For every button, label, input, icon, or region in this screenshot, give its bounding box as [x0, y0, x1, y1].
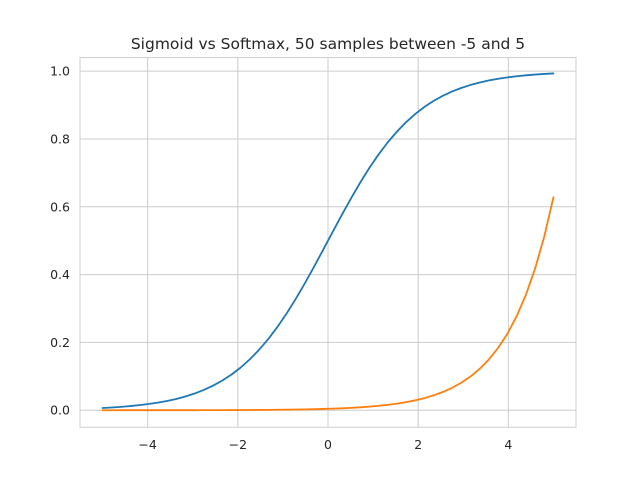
- series-line-1: [101, 72, 555, 409]
- x-tick-label: 2: [414, 437, 422, 452]
- x-tick-label: −2: [229, 437, 247, 452]
- series-line-2: [101, 196, 555, 412]
- x-tick-label: −4: [138, 437, 156, 452]
- y-tick-label: 0.4: [50, 267, 70, 282]
- y-tick-label: 0.2: [50, 335, 70, 350]
- series-layer: [101, 72, 555, 412]
- x-tick-label: 0: [324, 437, 332, 452]
- y-tick-label: 0.6: [50, 199, 70, 214]
- y-tick-label: 0.8: [50, 131, 70, 146]
- y-axis-ticks: 0.0 0.2 0.4 0.6 0.8 1.0: [50, 64, 70, 418]
- y-tick-label: 1.0: [50, 64, 70, 79]
- x-tick-label: 4: [504, 437, 512, 452]
- y-tick-label: 0.0: [50, 403, 70, 418]
- plot-frame: [79, 57, 577, 428]
- x-axis-ticks: −4 −2 0 2 4: [138, 437, 512, 452]
- chart-title: Sigmoid vs Softmax, 50 samples between -…: [131, 35, 525, 53]
